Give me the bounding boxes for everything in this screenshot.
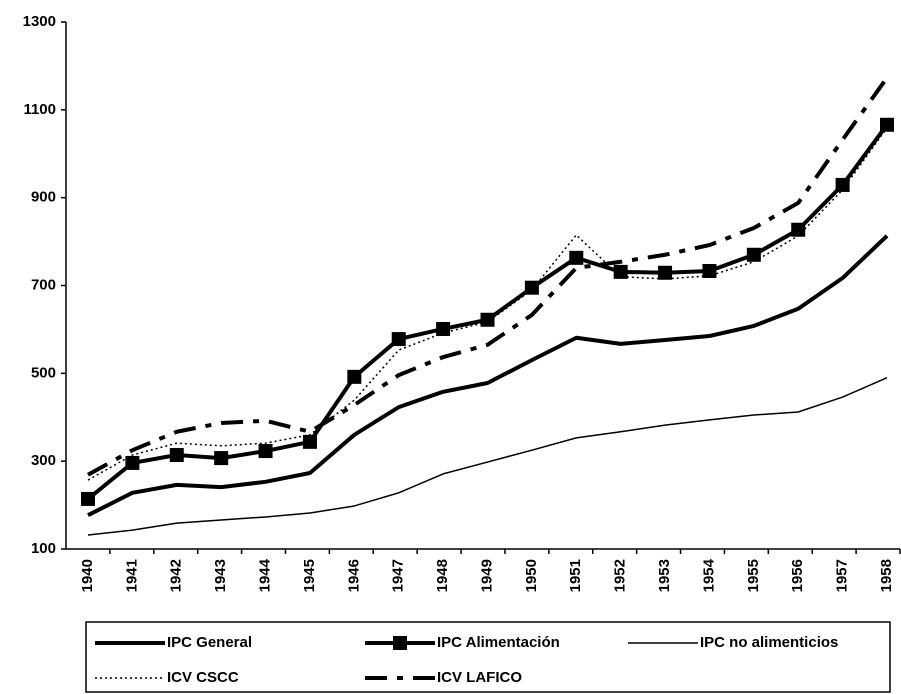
point-marker <box>258 444 273 459</box>
point-marker <box>835 177 850 192</box>
point-marker <box>791 222 806 237</box>
point-marker <box>880 117 894 132</box>
x-tick-label: 1944 <box>257 558 274 592</box>
legend-marker <box>393 636 407 650</box>
series-line <box>86 123 889 501</box>
x-tick-label: 1948 <box>434 559 451 592</box>
point-marker <box>746 247 761 262</box>
y-tick-label: 1100 <box>23 101 56 118</box>
x-tick-label: 1957 <box>834 559 851 592</box>
point-marker <box>436 321 451 336</box>
y-tick-label: 100 <box>31 540 56 557</box>
x-tick-label: 1951 <box>567 559 584 592</box>
x-tick-label: 1955 <box>745 559 762 592</box>
x-tick-label: 1946 <box>345 559 362 592</box>
y-tick-label: 300 <box>31 452 56 469</box>
x-tick-label: 1942 <box>168 559 185 592</box>
legend-label: IPC Alimentación <box>437 634 560 651</box>
x-tick-label: 1950 <box>523 559 540 592</box>
y-tick-label: 900 <box>31 189 56 206</box>
legend-label: ICV LAFICO <box>437 669 522 686</box>
point-marker <box>569 250 584 265</box>
x-tick-label: 1958 <box>878 559 895 592</box>
point-marker <box>214 451 229 466</box>
legend-label: IPC no alimenticios <box>700 634 838 651</box>
point-marker <box>169 448 184 463</box>
x-tick-label: 1954 <box>700 558 717 592</box>
point-marker <box>613 264 628 279</box>
x-tick-label: 1949 <box>478 559 495 592</box>
x-tick-label: 1953 <box>656 559 673 592</box>
x-tick-label: 1956 <box>789 559 806 592</box>
point-marker <box>125 455 140 470</box>
x-tick-label: 1952 <box>612 559 629 592</box>
legend-label: ICV CSCC <box>167 669 239 686</box>
x-tick-label: 1941 <box>123 559 140 592</box>
point-marker <box>480 312 495 327</box>
y-tick-label: 500 <box>31 364 56 381</box>
y-tick-label: 1300 <box>23 13 56 30</box>
point-marker <box>391 332 406 347</box>
series-line <box>87 234 889 517</box>
x-tick-label: 1947 <box>390 559 407 592</box>
x-tick-label: 1945 <box>301 559 318 592</box>
series-line <box>87 127 888 481</box>
series-line <box>87 377 888 536</box>
point-marker <box>524 280 539 295</box>
x-tick-label: 1940 <box>79 559 96 592</box>
x-tick-label: 1943 <box>212 559 229 592</box>
point-marker <box>658 265 673 280</box>
point-marker <box>81 491 95 506</box>
series-line <box>87 76 889 477</box>
legend-box <box>85 621 891 693</box>
y-tick-label: 700 <box>31 276 56 293</box>
point-marker <box>347 369 362 384</box>
legend-label: IPC General <box>167 634 252 651</box>
point-marker <box>302 434 317 449</box>
point-marker <box>702 264 717 279</box>
